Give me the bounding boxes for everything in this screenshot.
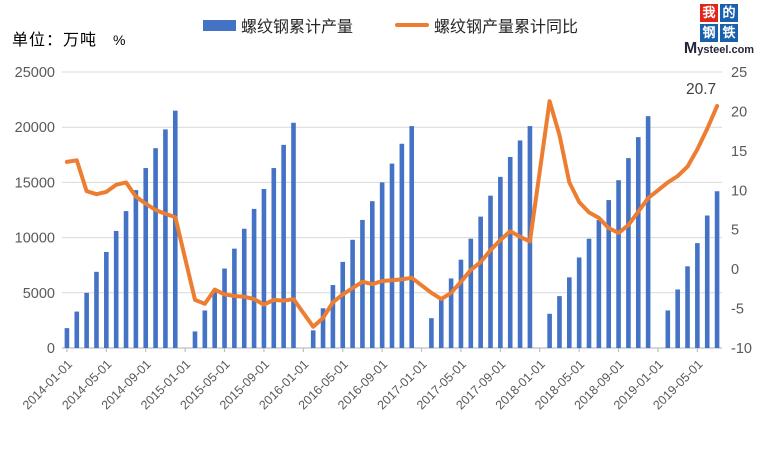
bar (123, 211, 129, 348)
bar (695, 243, 700, 348)
bar (74, 311, 80, 348)
bar (202, 310, 208, 348)
bar (635, 137, 641, 348)
bar (458, 259, 464, 348)
legend-label-production: 螺纹钢累计产量 (241, 19, 354, 36)
logo-char: 的 (720, 4, 738, 22)
left-axis-tick-label: 25000 (15, 65, 55, 81)
bar (133, 190, 139, 348)
right-axis-tick-label: 25 (731, 65, 747, 81)
bar (675, 289, 680, 348)
bar (685, 266, 690, 348)
bar (468, 238, 474, 348)
legend: 螺纹钢累计产量 螺纹钢产量累计同比 (203, 13, 578, 37)
logo-char: 铁 (720, 24, 738, 42)
bar (567, 277, 572, 348)
last-value-label: 20.7 (686, 81, 716, 98)
bar (488, 195, 493, 348)
right-axis-tick-label: 0 (731, 262, 739, 278)
bar (379, 182, 385, 348)
mysteel-logo[interactable]: 我 的 钢 铁 Mysteel.com (677, 4, 761, 57)
bar (143, 168, 149, 348)
unit-label: 单位：万吨% (12, 26, 125, 50)
bar (310, 330, 316, 348)
bar (261, 189, 267, 348)
bar (113, 230, 119, 348)
bar (104, 251, 109, 348)
bar (330, 285, 336, 348)
bar (163, 129, 168, 348)
bar-swatch-icon (203, 19, 236, 31)
bar (172, 110, 178, 348)
bar (606, 200, 612, 348)
bar (576, 257, 582, 348)
bar (271, 168, 277, 348)
bar (626, 158, 631, 348)
bar (547, 313, 552, 348)
bar (232, 248, 237, 348)
mysteel-logo-grid-icon: 我 的 钢 铁 (700, 4, 738, 42)
bar (596, 219, 602, 348)
bar (350, 239, 355, 348)
bar (645, 116, 651, 348)
bar (340, 261, 346, 348)
bar (389, 163, 395, 348)
bar (586, 238, 592, 348)
legend-label-yoy: 螺纹钢产量累计同比 (434, 19, 579, 36)
bar (507, 157, 513, 348)
right-axis-tick-label: 20 (731, 104, 747, 120)
bar (241, 228, 247, 348)
bar (448, 278, 454, 348)
bar (251, 208, 257, 348)
bar (222, 268, 227, 348)
line-swatch-icon (395, 23, 430, 27)
left-axis-tick-label: 20000 (15, 120, 55, 136)
bar (704, 215, 710, 348)
bar (94, 271, 99, 348)
right-axis-tick-label: 15 (731, 144, 747, 160)
logo-char: 我 (700, 4, 718, 22)
bar (714, 191, 720, 348)
legend-item-production[interactable]: 螺纹钢累计产量 (203, 13, 353, 37)
bar (84, 292, 89, 348)
right-axis-tick-label: 5 (731, 223, 739, 239)
bar (438, 299, 444, 348)
left-axis-tick-label: 5000 (23, 286, 55, 302)
bar (399, 143, 405, 348)
mysteel-domain: Mysteel.com (683, 40, 755, 57)
logo-char: 钢 (700, 24, 718, 42)
bar (665, 310, 671, 348)
left-axis-tick-label: 15000 (15, 175, 55, 191)
bar (616, 180, 621, 348)
unit-percent: % (113, 32, 126, 48)
bar (64, 328, 70, 348)
legend-item-yoy[interactable]: 螺纹钢产量累计同比 (395, 13, 578, 37)
bar (192, 331, 198, 348)
left-axis-tick-label: 10000 (15, 231, 55, 247)
right-axis-tick-label: 10 (731, 183, 747, 199)
bar (281, 144, 286, 348)
bar (369, 201, 375, 348)
bar (517, 140, 523, 348)
bar (409, 126, 415, 348)
right-axis-tick-label: -10 (731, 341, 752, 357)
bar (498, 176, 503, 348)
left-axis-tick-label: 0 (47, 341, 55, 357)
bar (320, 308, 326, 348)
bar (153, 148, 158, 348)
bar (429, 318, 434, 348)
bar (291, 122, 296, 348)
right-axis-tick-label: -5 (731, 302, 744, 318)
unit-text: 单位：万吨 (12, 32, 98, 49)
yoy-line (64, 99, 720, 329)
bar (212, 289, 217, 348)
bar (557, 296, 562, 348)
bar (478, 216, 483, 348)
